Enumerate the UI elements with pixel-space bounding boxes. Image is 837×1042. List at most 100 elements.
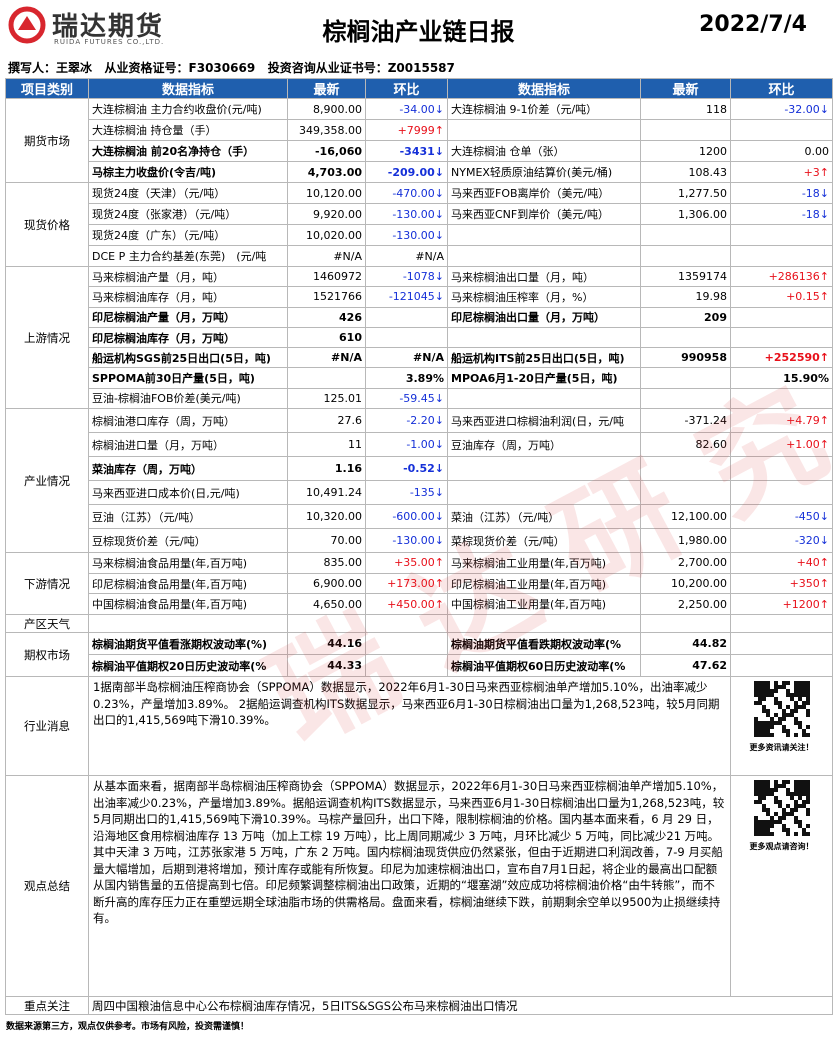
data-row: 印尼棕榈油库存（月，万吨） 610 xyxy=(6,326,833,349)
metric-value: +1200↑ xyxy=(730,593,833,616)
metric-value: -34.00↓ xyxy=(365,98,448,120)
metric-name: 豆棕现货价差（元/吨） xyxy=(88,528,288,554)
metric-value: -18↓ xyxy=(730,203,833,225)
empty-cell xyxy=(447,326,641,349)
metric-value: 3.89% xyxy=(365,367,448,389)
metric-value: -470.00↓ xyxy=(365,182,448,204)
metric-name: 菜油（江苏）（元/吨） xyxy=(447,504,641,530)
empty-cell xyxy=(640,456,731,482)
metric-name: 印尼棕榈油出口量（月，万吨） xyxy=(447,306,641,328)
empty-cell xyxy=(640,245,731,267)
metric-value: 82.60 xyxy=(640,432,731,458)
metric-value: #N/A xyxy=(365,347,448,369)
data-row: 期权市场 棕榈油期货平值看涨期权波动率(%) 44.16 棕榈油期货平值看跌期权波动率… xyxy=(5,632,833,678)
data-row: 现货24度（张家港）（元/吨） 9,920.00 -130.00↓ 马来西亚CNF到岸… xyxy=(6,203,833,225)
metric-value: 1,277.50 xyxy=(640,182,731,204)
data-row: 菜油库存（周，万吨） 1.16 -0.52↓ xyxy=(6,456,833,482)
company: 瑞达期货 xyxy=(52,12,165,42)
metric-value: -320↓ xyxy=(730,528,833,554)
focus-text: 周四中国粮油信息中心公布棕榈油库存情况，5日ITS&SGS公布马来棕榈油出口情况 xyxy=(88,996,833,1016)
metric-value: #N/A xyxy=(287,347,366,369)
column-header: 数据指标 xyxy=(447,78,641,99)
metric-name: 棕榈油平值期权60日历史波动率(% xyxy=(447,654,641,678)
category: 现货价格 xyxy=(5,182,89,267)
metric-name: 马来西亚进口棕榈油利润(日，元/吨 xyxy=(447,408,641,434)
column-header: 数据指标 xyxy=(88,78,288,99)
metric-name: 棕榈油进口量（月，万吨） xyxy=(88,432,288,458)
column-header: 最新 xyxy=(640,78,731,99)
data-row: 大连棕榈油 前20名净持仓（手） -16,060 -3431↓ 大连棕榈油 仓单（张）… xyxy=(6,140,833,162)
metric-name: 棕榈油期货平值看跌期权波动率(% xyxy=(447,632,641,656)
metric-value: -135↓ xyxy=(365,480,448,506)
empty-cell xyxy=(730,224,833,246)
metric-value: 835.00 xyxy=(287,552,366,574)
empty-cell xyxy=(730,306,833,328)
metric-value: -1078↓ xyxy=(365,265,448,288)
metric-value: -16,060 xyxy=(287,140,366,162)
empty-cell xyxy=(365,326,448,349)
metric-value: 12,100.00 xyxy=(640,504,731,530)
data-row: 大连棕榈油 持仓量（手） 349,358.00 +7999↑ xyxy=(6,119,833,141)
text-row: 观点总结 从基本面来看，据南部半岛棕榈油压榨商协会（SPPOMA）数据显示，202… xyxy=(5,775,833,998)
metric-value: 990958 xyxy=(640,347,731,369)
metric-name: 印尼棕榈油工业用量(年,百万吨) xyxy=(447,572,641,595)
metric-value: 8,900.00 xyxy=(287,98,366,120)
data-row: 棕榈油进口量（月，万吨） 11 -1.00↓ 豆油库存（周，万吨） 82.60 +1.00… xyxy=(6,432,833,458)
metric-value: +350↑ xyxy=(730,572,833,595)
data-row: 产业情况 棕榈油港口库存（周，万吨） 27.6 -2.20↓ 马来西亚进口棕榈油利润(日… xyxy=(5,408,833,554)
data-row: 中国棕榈油食品用量(年,百万吨) 4,650.00 +450.00↑ 中国棕榈油工业用… xyxy=(6,593,833,616)
empty-cell xyxy=(88,614,288,634)
empty-cell xyxy=(730,387,833,410)
metric-value: 4,650.00 xyxy=(287,593,366,616)
data-row: SPPOMA前30日产量(5日，吨) 3.89% MPOA6月1-20日产量(5日，… xyxy=(6,367,833,389)
metric-name: 印尼棕榈油食品用量(年,百万吨) xyxy=(88,572,288,595)
empty-cell xyxy=(640,614,731,634)
metric-value: 47.62 xyxy=(640,654,731,678)
footer: 数据来源第三方，观点仅供参考。市场有风险，投资需谨慎！ xyxy=(6,1022,250,1032)
metric-name: 马来棕榈油库存（月，吨） xyxy=(88,286,288,308)
empty-cell xyxy=(447,387,641,410)
metric-name: 大连棕榈油 9-1价差（元/吨） xyxy=(447,98,641,120)
category: 重点关注 xyxy=(5,996,89,1016)
metric-name: 中国棕榈油食品用量(年,百万吨) xyxy=(88,593,288,616)
empty-cell xyxy=(730,614,833,634)
data-row: 期货市场 大连棕榈油 主力合约收盘价(元/吨) 8,900.00 -34.00↓ 大连棕… xyxy=(5,98,833,183)
data-row: 马来棕榈油库存（月，吨） 1521766 -121045↓ 马来棕榈油压榨率（月，%）… xyxy=(6,286,833,308)
qr-code xyxy=(753,681,810,738)
metric-value: 15.90% xyxy=(730,367,833,389)
empty-cell xyxy=(640,480,731,506)
view-text: 从基本面来看，据南部半岛棕榈油压榨商协会（SPPOMA）数据显示，2022年6月… xyxy=(88,775,731,998)
metric-value: 118 xyxy=(640,98,731,120)
metric-name: 菜油库存（周，万吨） xyxy=(88,456,288,482)
metric-value: 4,703.00 xyxy=(287,161,366,183)
data-row: 船运机构SGS前25日出口(5日，吨) #N/A #N/A 船运机构ITS前25日出口… xyxy=(6,347,833,369)
empty-cell xyxy=(730,654,833,678)
category: 产业情况 xyxy=(5,408,89,554)
metric-value: 10,020.00 xyxy=(287,224,366,246)
metric-value: 10,200.00 xyxy=(640,572,731,595)
data-row: 棕榈油平值期权20日历史波动率(% 44.33 棕榈油平值期权60日历史波动率(% 4… xyxy=(6,654,833,678)
metric-value: 349,358.00 xyxy=(287,119,366,141)
metric-name: 马来西亚CNF到岸价（美元/吨） xyxy=(447,203,641,225)
category: 期权市场 xyxy=(5,632,89,678)
category: 上游情况 xyxy=(5,265,89,410)
metric-name: NYMEX轻质原油结算价(美元/桶) xyxy=(447,161,641,183)
metric-value: 44.33 xyxy=(287,654,366,678)
data-row: 豆棕现货价差（元/吨） 70.00 -130.00↓ 菜棕现货价差（元/吨） 1,980… xyxy=(6,528,833,554)
text-row: 行业消息 1据南部半岛棕榈油压榨商协会（SPPOMA）数据显示，2022年6月1-… xyxy=(5,676,833,777)
metric-name: 船运机构ITS前25日出口(5日，吨) xyxy=(447,347,641,369)
metric-value: 1521766 xyxy=(287,286,366,308)
metric-value: -18↓ xyxy=(730,182,833,204)
empty-cell xyxy=(640,387,731,410)
metric-name: 马来棕榈油产量（月，吨） xyxy=(88,265,288,288)
metric-value: 0.00 xyxy=(730,140,833,162)
metric-value: -209.00↓ xyxy=(365,161,448,183)
metric-value: 2,700.00 xyxy=(640,552,731,574)
empty-cell xyxy=(447,224,641,246)
metric-value: +0.15↑ xyxy=(730,286,833,308)
metric-value: 27.6 xyxy=(287,408,366,434)
logo-icon xyxy=(8,6,46,44)
date: 2022/7/4 xyxy=(699,12,807,37)
metric-value: 209 xyxy=(640,306,731,328)
